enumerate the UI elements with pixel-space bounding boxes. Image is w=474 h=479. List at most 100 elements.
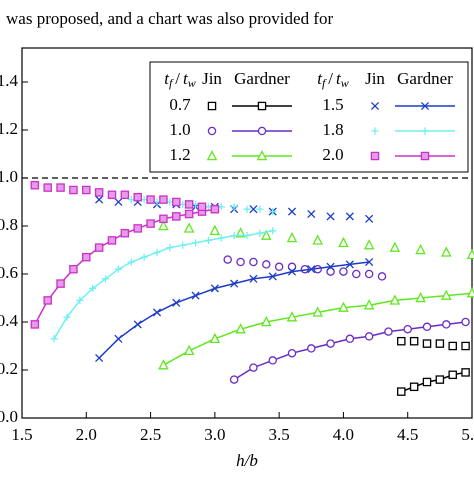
jin-marker [159, 195, 168, 204]
gardner-marker [384, 327, 393, 336]
gardner-marker [166, 244, 174, 252]
gardner-marker [114, 265, 123, 273]
gardner-marker [235, 323, 246, 334]
jin-marker [262, 260, 271, 269]
gardner-marker [442, 320, 451, 329]
gardner-marker [43, 296, 52, 305]
gardner-marker [363, 299, 375, 310]
gardner-marker [89, 284, 97, 292]
gardner-marker [312, 306, 323, 317]
x-tick-label: 5.0 [461, 425, 474, 444]
jin-marker [326, 212, 335, 221]
jin-marker [269, 208, 277, 216]
jin-marker [261, 229, 272, 240]
jin-marker [210, 204, 220, 214]
legend-jin-marker [370, 151, 380, 161]
y-tick-label: 1.2 [0, 119, 18, 138]
jin-marker [82, 185, 91, 195]
jin-marker [249, 205, 258, 214]
gardner-marker [146, 219, 155, 228]
jin-marker [312, 234, 323, 245]
jin-marker [377, 272, 387, 281]
jin-marker [43, 183, 52, 192]
gardner-marker [63, 313, 71, 321]
gardner-marker [95, 353, 104, 363]
gardner-marker [435, 375, 445, 384]
gardner-marker [56, 279, 65, 288]
gardner-marker [286, 311, 298, 322]
jin-marker [448, 341, 457, 351]
gardner-marker [345, 260, 354, 269]
legend-label: 1.5 [322, 95, 343, 114]
gardner-marker [415, 291, 426, 303]
y-tick-label: 0.4 [0, 311, 19, 330]
x-tick-label: 4.5 [397, 425, 418, 444]
gardner-marker [101, 275, 110, 283]
gardner-marker [179, 241, 187, 249]
gardner-marker [152, 308, 162, 317]
gardner-marker [243, 232, 251, 240]
gardner-marker [204, 236, 213, 244]
gardner-marker [249, 363, 258, 372]
legend-ratio-part: f [322, 76, 327, 90]
legend-ratio-part: / [328, 69, 333, 88]
legend-header: Gardner [397, 69, 453, 88]
gardner-marker [184, 209, 194, 219]
legend-gardner-marker [420, 101, 430, 111]
jin-marker [158, 219, 169, 231]
jin-marker [339, 267, 348, 276]
gardner-marker [422, 377, 432, 387]
x-tick-label: 3.0 [204, 425, 225, 444]
legend-ratio-part: / [175, 69, 180, 88]
legend-gardner-marker [420, 151, 430, 161]
legend-jin-marker [206, 149, 218, 161]
gardner-marker [307, 344, 316, 353]
jin-marker [95, 195, 104, 204]
gardner-marker [403, 324, 412, 334]
legend-label: 1.2 [169, 145, 190, 164]
gardner-marker [461, 317, 470, 327]
jin-marker [397, 336, 406, 346]
jin-marker [120, 190, 130, 200]
gardner-marker [326, 262, 335, 271]
jin-marker [307, 209, 316, 219]
legend-ratio-part: t [317, 69, 323, 88]
gardner-marker [249, 274, 258, 283]
jin-marker [409, 336, 419, 346]
gardner-marker [191, 239, 200, 247]
legend-ratio-part: t [336, 69, 342, 88]
gardner-marker [261, 315, 272, 327]
jin-marker [184, 200, 194, 209]
gardner-marker [461, 368, 470, 377]
gardner-line [233, 321, 466, 381]
jin-marker [183, 222, 195, 233]
gardner-marker [307, 265, 316, 274]
jin-marker [172, 197, 181, 207]
legend-jin-marker [371, 127, 379, 135]
legend-gardner-marker [257, 126, 267, 136]
jin-marker [209, 224, 221, 236]
y-tick-label: 0.8 [0, 215, 18, 234]
jin-marker [230, 203, 238, 211]
jin-marker [441, 246, 452, 257]
jin-marker [114, 197, 123, 207]
gardner-marker [364, 332, 374, 341]
gardner-marker [127, 258, 135, 266]
legend-header: Gardner [234, 69, 290, 88]
gardner-marker [466, 287, 474, 298]
gardner-marker [389, 294, 401, 305]
gardner-marker [133, 320, 142, 329]
jin-marker [133, 192, 142, 202]
legend-ratio-part: w [188, 76, 196, 90]
gardner-marker [230, 232, 238, 240]
gardner-marker [268, 356, 277, 365]
jin-marker [235, 227, 246, 238]
jin-marker [422, 339, 432, 348]
jin-marker [365, 214, 374, 223]
legend-gardner-marker [421, 127, 429, 135]
jin-marker [287, 207, 297, 216]
jin-marker [197, 202, 207, 212]
legend-ratio-header: tf / tw [317, 69, 349, 90]
jin-marker [364, 269, 374, 279]
jin-marker [236, 257, 245, 267]
